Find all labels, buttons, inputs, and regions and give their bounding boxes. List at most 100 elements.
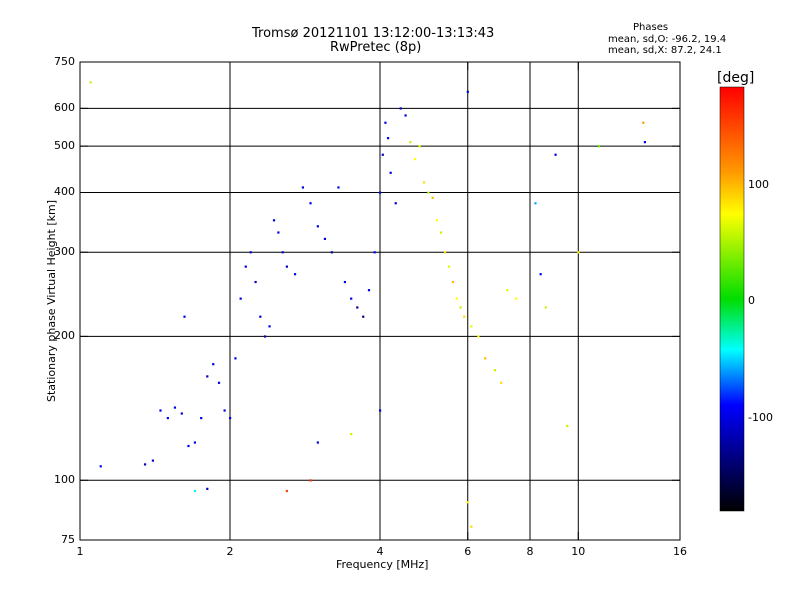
- data-point: [337, 186, 340, 189]
- data-point: [263, 335, 267, 338]
- phases-heading: Phases: [633, 22, 669, 33]
- data-point: [323, 237, 327, 241]
- data-point: [356, 306, 359, 309]
- data-point: [566, 424, 569, 428]
- data-point: [173, 406, 177, 409]
- y-tick-label: 200: [54, 329, 75, 343]
- data-point: [493, 369, 497, 372]
- data-point: [455, 297, 458, 300]
- x-tick-label: 10: [571, 545, 586, 558]
- y-tick-label: 400: [54, 185, 75, 199]
- y-tick-label: 750: [54, 55, 75, 68]
- data-point: [206, 375, 209, 378]
- data-point: [409, 141, 412, 144]
- data-point: [544, 306, 547, 309]
- data-point: [451, 280, 455, 284]
- data-point: [515, 297, 518, 300]
- data-point: [187, 444, 190, 448]
- data-point: [435, 219, 438, 222]
- data-point: [200, 416, 203, 420]
- data-point: [166, 416, 169, 420]
- axis-ticks: [79, 61, 681, 541]
- y-tick-label: 75: [61, 533, 75, 546]
- data-point: [470, 325, 473, 328]
- data-point: [386, 137, 390, 140]
- data-point: [234, 357, 237, 360]
- data-point: [597, 145, 601, 148]
- data-point: [316, 225, 319, 228]
- data-point: [183, 315, 186, 318]
- data-point: [389, 171, 392, 174]
- data-point: [466, 501, 469, 504]
- data-point: [470, 525, 473, 528]
- data-point: [330, 251, 333, 254]
- x-axis-label: Frequency [MHz]: [336, 558, 429, 571]
- data-point: [554, 153, 557, 156]
- data-point: [272, 219, 276, 222]
- data-point: [268, 325, 271, 328]
- data-point: [404, 114, 407, 117]
- data-point: [643, 141, 647, 144]
- data-point: [418, 145, 421, 148]
- chart-subtitle: RwPretec (8p): [330, 40, 422, 55]
- data-point: [217, 381, 221, 384]
- data-point: [89, 81, 92, 84]
- data-point: [484, 357, 487, 360]
- data-point: [293, 273, 297, 276]
- data-point: [193, 441, 197, 444]
- data-point: [384, 121, 387, 124]
- data-point: [281, 251, 284, 254]
- data-point: [534, 202, 537, 205]
- colorbar: [719, 86, 745, 512]
- data-point: [285, 265, 288, 268]
- y-tick-label: 300: [54, 245, 75, 259]
- data-point: [362, 315, 365, 318]
- data-point: [254, 280, 257, 284]
- data-point: [443, 251, 447, 254]
- data-point: [500, 381, 503, 384]
- data-point: [277, 231, 280, 234]
- data-points: [89, 81, 647, 528]
- data-point: [367, 289, 371, 292]
- grid: [80, 62, 680, 540]
- data-point: [466, 90, 469, 93]
- data-point: [350, 432, 353, 436]
- colorbar-label: [deg]: [717, 70, 755, 86]
- data-point: [151, 459, 155, 462]
- data-point: [229, 416, 232, 420]
- data-point: [439, 231, 443, 234]
- data-point: [577, 251, 580, 254]
- x-tick-label: 1: [76, 545, 84, 558]
- data-point: [506, 289, 509, 292]
- data-point: [223, 409, 226, 412]
- data-point: [399, 107, 402, 110]
- data-point: [193, 489, 197, 493]
- data-point: [239, 297, 242, 300]
- y-tick-label: 500: [54, 139, 75, 153]
- data-point: [259, 315, 262, 318]
- x-tick-label: 4: [376, 545, 384, 558]
- data-point: [373, 251, 376, 254]
- colorbar-tick-minus-100: -100: [748, 411, 773, 424]
- data-point: [249, 251, 252, 254]
- data-point: [159, 409, 162, 412]
- data-point: [413, 158, 417, 161]
- data-point: [642, 121, 645, 124]
- data-point: [350, 297, 353, 300]
- data-point: [180, 412, 183, 415]
- data-point: [422, 181, 426, 184]
- x-tick-label: 2: [226, 545, 234, 558]
- data-point: [539, 273, 542, 276]
- chart-title: Tromsø 20121101 13:12:00-13:13:43: [252, 26, 495, 41]
- data-point: [316, 441, 319, 444]
- data-point: [301, 186, 305, 189]
- data-point: [381, 153, 384, 156]
- data-point: [244, 265, 247, 268]
- phases-stats-x: mean, sd,X: 87.2, 24.1: [608, 45, 722, 56]
- data-point: [463, 315, 466, 318]
- y-axis-label: Stationary phase Virtual Height [km]: [45, 199, 58, 402]
- y-tick-label: 100: [54, 473, 75, 487]
- colorbar-tick-0: 0: [748, 294, 755, 307]
- data-point: [206, 487, 209, 490]
